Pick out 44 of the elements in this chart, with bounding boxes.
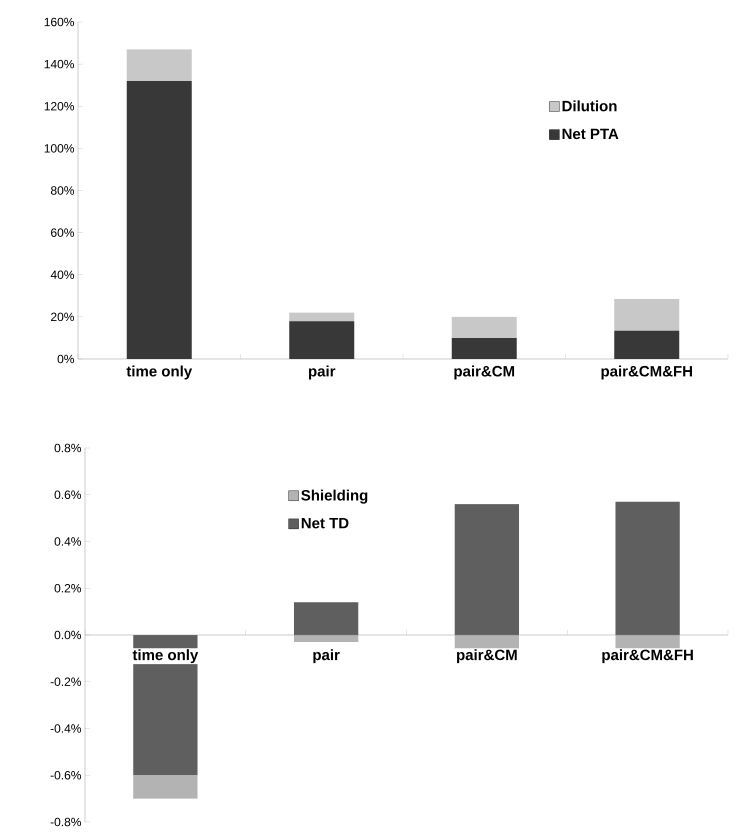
y-tick-label: 160%: [44, 18, 74, 26]
x-tick-label: pair&CM: [454, 366, 514, 380]
y-tick-label: -0.8%: [50, 818, 82, 826]
y-tick-label: 80%: [50, 186, 74, 195]
legend-label: Shielding: [301, 490, 368, 504]
y-tick-label: 120%: [44, 102, 74, 110]
bar: [126, 49, 192, 81]
y-tick-label: 60%: [51, 228, 74, 237]
bar: [294, 634, 358, 642]
y-tick-label: 140%: [44, 60, 74, 68]
bar: [452, 338, 517, 359]
x-tick-label: pair: [313, 649, 340, 664]
x-tick-label: pair&CM&FH: [601, 366, 692, 380]
bar: [126, 80, 192, 359]
y-tick-label: -0.2%: [50, 678, 82, 686]
bar: [615, 502, 680, 635]
bar: [289, 312, 354, 322]
bar: [614, 298, 680, 331]
bar: [614, 330, 680, 359]
x-tick-label: pair: [308, 366, 336, 380]
y-tick-label: -0.4%: [50, 724, 82, 733]
bar: [454, 634, 520, 650]
bar: [289, 321, 354, 359]
x-tick-label: time only: [126, 366, 192, 380]
x-tick-label: pair&CM&FH: [602, 649, 693, 664]
y-tick-label: 20%: [51, 312, 74, 322]
legend-label: Net PTA: [562, 128, 618, 140]
bar: [294, 602, 358, 635]
y-tick-label: -0.6%: [50, 771, 82, 780]
y-tick-label: 0.6%: [54, 490, 82, 499]
y-tick-label: 0%: [58, 354, 74, 364]
y-tick-label: 0.8%: [54, 444, 82, 452]
x-tick-label: time only: [132, 649, 198, 664]
y-tick-label: 0.4%: [54, 537, 82, 546]
bar: [133, 775, 198, 799]
bar: [454, 504, 520, 635]
legend-label: Dilution: [562, 100, 616, 112]
y-tick-label: 0.0%: [54, 630, 82, 640]
y-tick-label: 40%: [50, 270, 74, 279]
legend-label: Net TD: [302, 518, 348, 528]
bar: [452, 316, 517, 338]
x-tick-label: pair&CM: [457, 649, 517, 664]
y-tick-label: 0.2%: [54, 584, 82, 592]
y-tick-label: 100%: [44, 144, 74, 153]
